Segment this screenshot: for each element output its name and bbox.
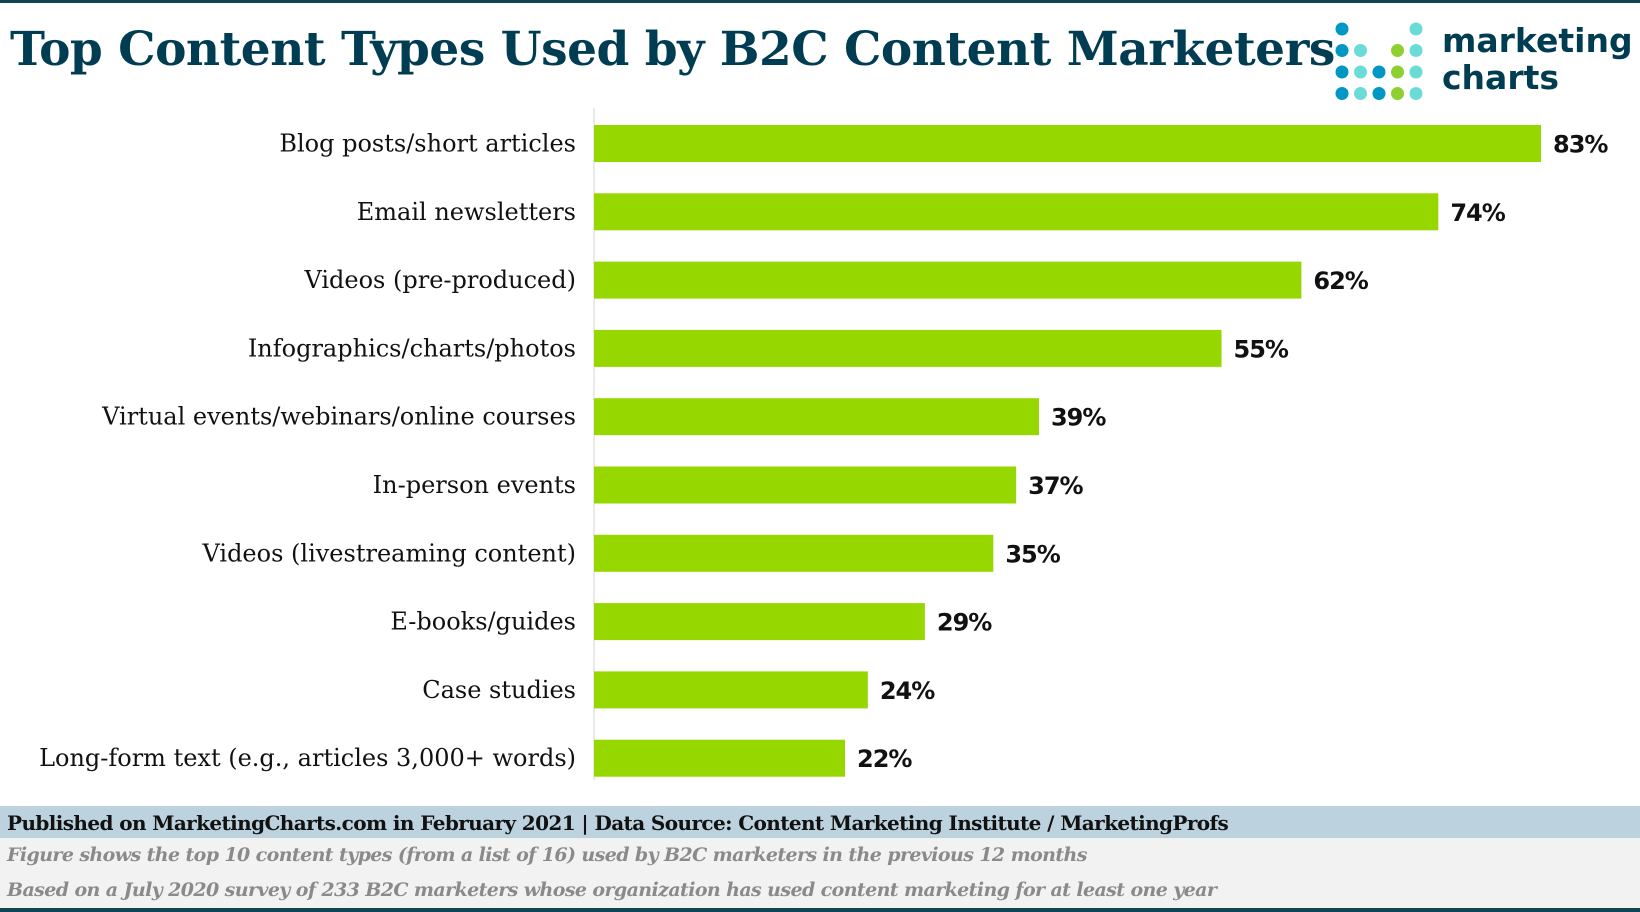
data-label: 37%	[1028, 472, 1083, 500]
notes-area: Figure shows the top 10 content types (f…	[0, 838, 1640, 908]
chart-title: Top Content Types Used by B2C Content Ma…	[10, 22, 1335, 77]
data-label: 62%	[1313, 267, 1368, 295]
category-label: Infographics/charts/photos	[248, 334, 576, 362]
note-2: Based on a July 2020 survey of 233 B2C m…	[7, 879, 1217, 901]
bar	[594, 534, 994, 572]
bar	[594, 329, 1222, 367]
bar	[594, 398, 1039, 436]
bar	[594, 739, 846, 777]
category-label: In-person events	[373, 471, 576, 499]
logo-dots-icon	[1335, 22, 1423, 100]
data-label: 35%	[1005, 540, 1060, 568]
bar	[594, 671, 868, 709]
logo-dot	[1335, 22, 1349, 36]
logo-dot	[1354, 44, 1367, 57]
data-label: 55%	[1234, 335, 1289, 363]
data-label: 22%	[857, 745, 912, 773]
bar	[594, 193, 1439, 231]
logo-dot	[1335, 87, 1349, 100]
logo-text-line1: marketing	[1442, 21, 1633, 60]
logo-dot	[1335, 44, 1349, 57]
category-label: Email newsletters	[357, 198, 576, 226]
bar	[594, 603, 925, 641]
logo-dot	[1372, 87, 1386, 100]
top-border	[0, 0, 1640, 3]
logo-dot	[1354, 87, 1367, 100]
data-label: 83%	[1553, 131, 1608, 159]
category-label: Blog posts/short articles	[279, 130, 576, 158]
logo-dot	[1409, 87, 1423, 100]
logo-dot	[1391, 44, 1404, 57]
logo-dot	[1409, 44, 1423, 57]
logo-dot	[1409, 65, 1423, 79]
bar	[594, 466, 1017, 504]
note-1: Figure shows the top 10 content types (f…	[7, 844, 1087, 866]
logo-dot	[1354, 65, 1367, 79]
data-label: 39%	[1051, 404, 1106, 432]
marketingcharts-logo: marketing charts	[1334, 20, 1634, 100]
category-label: Videos (livestreaming content)	[201, 539, 576, 567]
category-label: Case studies	[422, 676, 576, 704]
category-label: Long-form text (e.g., articles 3,000+ wo…	[39, 744, 576, 772]
logo-dot	[1391, 65, 1404, 79]
source-text: Published on MarketingCharts.com in Febr…	[7, 811, 1229, 835]
category-label: E-books/guides	[390, 608, 576, 636]
category-label: Virtual events/webinars/online courses	[101, 403, 576, 431]
data-label: 29%	[937, 609, 992, 637]
logo-text: marketing charts	[1442, 22, 1633, 96]
logo-dot	[1409, 22, 1423, 36]
data-label: 74%	[1450, 199, 1505, 227]
bottom-border	[0, 908, 1640, 912]
bar	[594, 261, 1302, 299]
logo-dot	[1372, 65, 1386, 79]
logo-dot	[1335, 65, 1349, 79]
source-band: Published on MarketingCharts.com in Febr…	[0, 806, 1640, 838]
bar-chart: Blog posts/short articles 83% Email newsle…	[39, 108, 1609, 780]
logo-text-line2: charts	[1442, 58, 1560, 97]
bar	[594, 125, 1541, 162]
data-label: 24%	[880, 677, 935, 705]
category-label: Videos (pre-produced)	[303, 266, 576, 294]
logo-dot	[1391, 87, 1404, 100]
